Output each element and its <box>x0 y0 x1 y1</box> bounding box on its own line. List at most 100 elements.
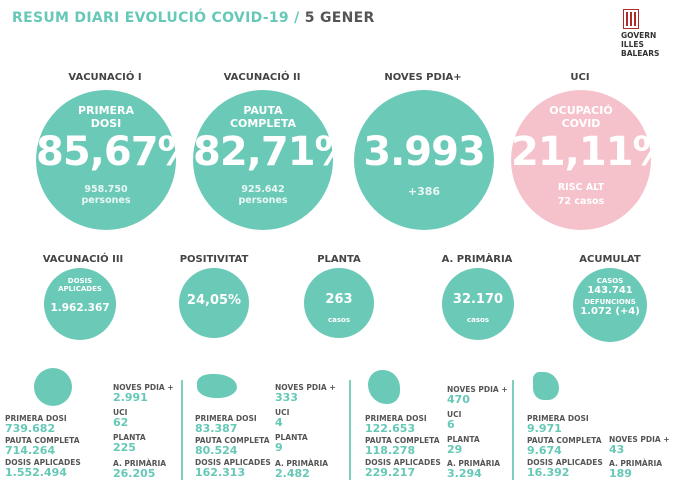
menorca-uci-value: 4 <box>275 416 283 429</box>
a-primaria-unit: casos <box>466 316 489 324</box>
caption-vacunacio-2: VACUNACIÓ II <box>223 72 301 83</box>
eivissa-noves-value: 470 <box>447 393 470 406</box>
ocupacio-value: 21,11% <box>511 129 673 175</box>
primera-dosi-circle: PRIMERA DOSI 85,67% 958.750 persones <box>36 90 198 230</box>
mallorca-pauta-value: 714.264 <box>5 444 56 457</box>
caption-positivitat: POSITIVITAT <box>179 254 249 265</box>
island-divider-1 <box>181 380 183 480</box>
dosis-aplicades-label-1: DOSIS <box>67 277 93 285</box>
menorca-primera-value: 83.387 <box>195 422 238 435</box>
caption-acumulat: ACUMULAT <box>579 254 641 265</box>
page-title-main: RESUM DIARI EVOLUCIÓ COVID-19 / <box>12 10 300 26</box>
planta-unit: casos <box>327 316 350 324</box>
island-divider-2 <box>349 380 351 480</box>
acumulat-circle: CASOS 143.741 DEFUNCIONS 1.072 (+4) <box>573 268 647 342</box>
primera-dosi-unit: persones <box>81 195 131 206</box>
eivissa-pauta-label: PAUTA COMPLETA <box>365 436 440 445</box>
coat-of-arms-icon <box>623 9 639 29</box>
dosis-aplicades-circle: DOSIS APLICADES 1.962.367 <box>44 268 116 340</box>
menorca-noves-value: 333 <box>275 391 298 404</box>
eivissa-ap-label: A. PRIMÀRIA <box>447 459 501 468</box>
caption-planta: PLANTA <box>317 254 361 265</box>
mallorca-pauta-label: PAUTA COMPLETA <box>5 436 80 445</box>
formentera-dosis-value: 16.392 <box>527 466 570 479</box>
dosis-aplicades-value: 1.962.367 <box>50 302 110 314</box>
eivissa-dosis-value: 229.217 <box>365 466 416 479</box>
mallorca-planta-label: PLANTA <box>113 433 146 442</box>
positivitat-circle: 24,05% <box>179 268 249 338</box>
formentera-noves-label: NOVES PDIA + <box>609 435 670 444</box>
caption-vacunacio-3: VACUNACIÓ III <box>42 254 124 265</box>
pauta-completa-value: 82,71% <box>193 129 355 175</box>
primera-dosi-value: 85,67% <box>36 129 198 175</box>
mallorca-planta-value: 225 <box>113 441 136 454</box>
pauta-completa-circle: PAUTA COMPLETA 82,71% 925.642 persones <box>193 90 355 230</box>
menorca-pauta-label: PAUTA COMPLETA <box>195 436 270 445</box>
eivissa-planta-label: PLANTA <box>447 435 480 444</box>
page-title: RESUM DIARI EVOLUCIÓ COVID-19 / 5 GENER <box>12 10 375 26</box>
mallorca-uci-value: 62 <box>113 416 129 429</box>
mallorca-ap-label: A. PRIMÀRIA <box>113 459 167 468</box>
mallorca-dosis-label: DOSIS APLICADES <box>5 458 81 467</box>
primera-dosi-count: 958.750 <box>84 184 128 195</box>
eivissa-planta-value: 29 <box>447 443 463 456</box>
a-primaria-value: 32.170 <box>452 292 504 307</box>
logo-line-1: GOVERN <box>621 31 657 40</box>
caption-vacunacio-1: VACUNACIÓ I <box>68 72 142 83</box>
planta-circle: 263 casos <box>304 268 374 338</box>
acumulat-cases-value: 143.741 <box>587 285 633 296</box>
pauta-completa-label-1: PAUTA <box>243 104 283 117</box>
formentera-primera-value: 9.971 <box>527 422 562 435</box>
caption-uci: UCI <box>570 72 590 83</box>
govern-logo: GOVERN ILLES BALEARS <box>621 9 681 58</box>
menorca-planta-label: PLANTA <box>275 433 308 442</box>
mallorca-dosis-value: 1.552.494 <box>5 466 67 479</box>
mallorca-noves-value: 2.991 <box>113 391 148 404</box>
formentera-ap-value: 189 <box>609 467 632 480</box>
formentera-primera-label: PRIMERA DOSI <box>527 414 589 423</box>
ocupacio-label-2: COVID <box>561 117 601 130</box>
primera-dosi-label-2: DOSI <box>90 117 122 130</box>
formentera-pauta-label: PAUTA COMPLETA <box>527 436 602 445</box>
formentera-pauta-value: 9.674 <box>527 444 562 457</box>
formentera-map-icon <box>533 372 559 400</box>
pauta-completa-unit: persones <box>238 195 288 206</box>
mallorca-ap-value: 26.205 <box>113 467 156 480</box>
mallorca-primera-label: PRIMERA DOSI <box>5 414 67 423</box>
page-title-date: 5 GENER <box>304 10 375 26</box>
planta-value: 263 <box>325 292 353 307</box>
formentera-ap-label: A. PRIMÀRIA <box>609 459 663 468</box>
menorca-primera-label: PRIMERA DOSI <box>195 414 257 423</box>
logo-line-3: BALEARS <box>621 49 660 58</box>
menorca-pauta-value: 80.524 <box>195 444 238 457</box>
pauta-completa-count: 925.642 <box>241 184 285 195</box>
formentera-noves-value: 43 <box>609 443 625 456</box>
island-divider-3 <box>512 380 514 480</box>
noves-pdia-circle: 3.993 +386 <box>354 90 494 230</box>
acumulat-deaths-label: DEFUNCIONS <box>584 298 636 306</box>
eivissa-uci-value: 6 <box>447 418 455 431</box>
eivissa-pauta-value: 118.278 <box>365 444 416 457</box>
noves-pdia-delta: +386 <box>407 185 441 198</box>
mallorca-primera-value: 739.682 <box>5 422 56 435</box>
risc-level: RISC ALT <box>557 182 605 193</box>
logo-line-2: ILLES <box>621 40 644 49</box>
eivissa-primera-label: PRIMERA DOSI <box>365 414 427 423</box>
menorca-dosis-label: DOSIS APLICADES <box>195 458 271 467</box>
menorca-dosis-value: 162.313 <box>195 466 246 479</box>
formentera-dosis-label: DOSIS APLICADES <box>527 458 603 467</box>
menorca-map-icon <box>197 374 237 398</box>
menorca-ap-label: A. PRIMÀRIA <box>275 459 329 468</box>
positivitat-value: 24,05% <box>186 293 242 308</box>
ocupacio-label-1: OCUPACIÓ <box>549 104 613 117</box>
caption-noves-pdia: NOVES PDIA+ <box>384 72 462 83</box>
acumulat-cases-label: CASOS <box>596 277 624 285</box>
menorca-ap-value: 2.482 <box>275 467 310 480</box>
eivissa-primera-value: 122.653 <box>365 422 416 435</box>
caption-a-primaria: A. PRIMÀRIA <box>441 254 513 265</box>
mallorca-map-icon <box>34 368 72 406</box>
ocupacio-covid-circle: OCUPACIÓ COVID 21,11% RISC ALT 72 casos <box>511 90 673 230</box>
eivissa-ap-value: 3.294 <box>447 467 482 480</box>
primera-dosi-label-1: PRIMERA <box>77 104 135 117</box>
eivissa-dosis-label: DOSIS APLICADES <box>365 458 441 467</box>
